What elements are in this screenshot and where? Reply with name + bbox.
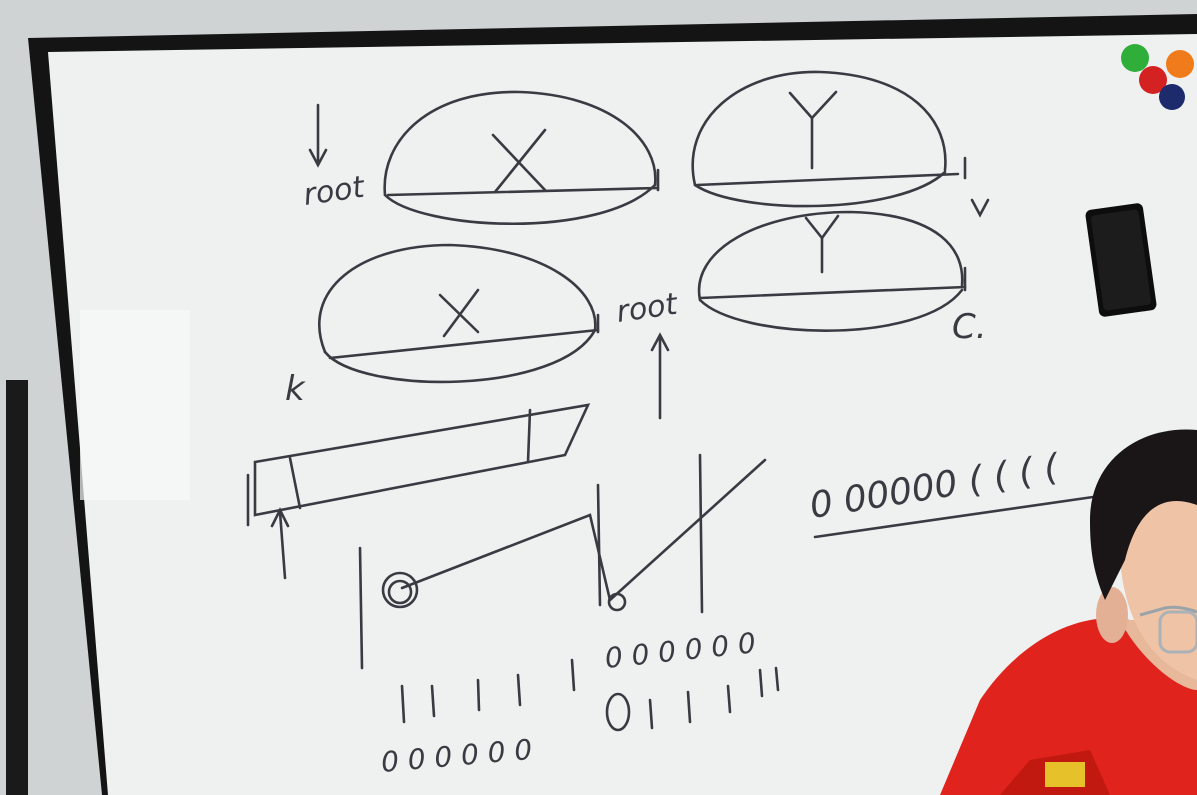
magnet-icon <box>1121 44 1194 110</box>
root-label-mid: root <box>614 287 680 330</box>
k-label: k <box>285 369 306 409</box>
c-label: C. <box>952 307 987 347</box>
stand-pole <box>6 380 28 795</box>
whiteboard-surface <box>48 34 1197 795</box>
eraser-icon <box>1085 203 1157 317</box>
person-icon <box>940 429 1197 795</box>
board-glare <box>80 310 190 500</box>
root-label-top: root <box>301 170 367 213</box>
marker-drawings <box>246 70 1102 732</box>
